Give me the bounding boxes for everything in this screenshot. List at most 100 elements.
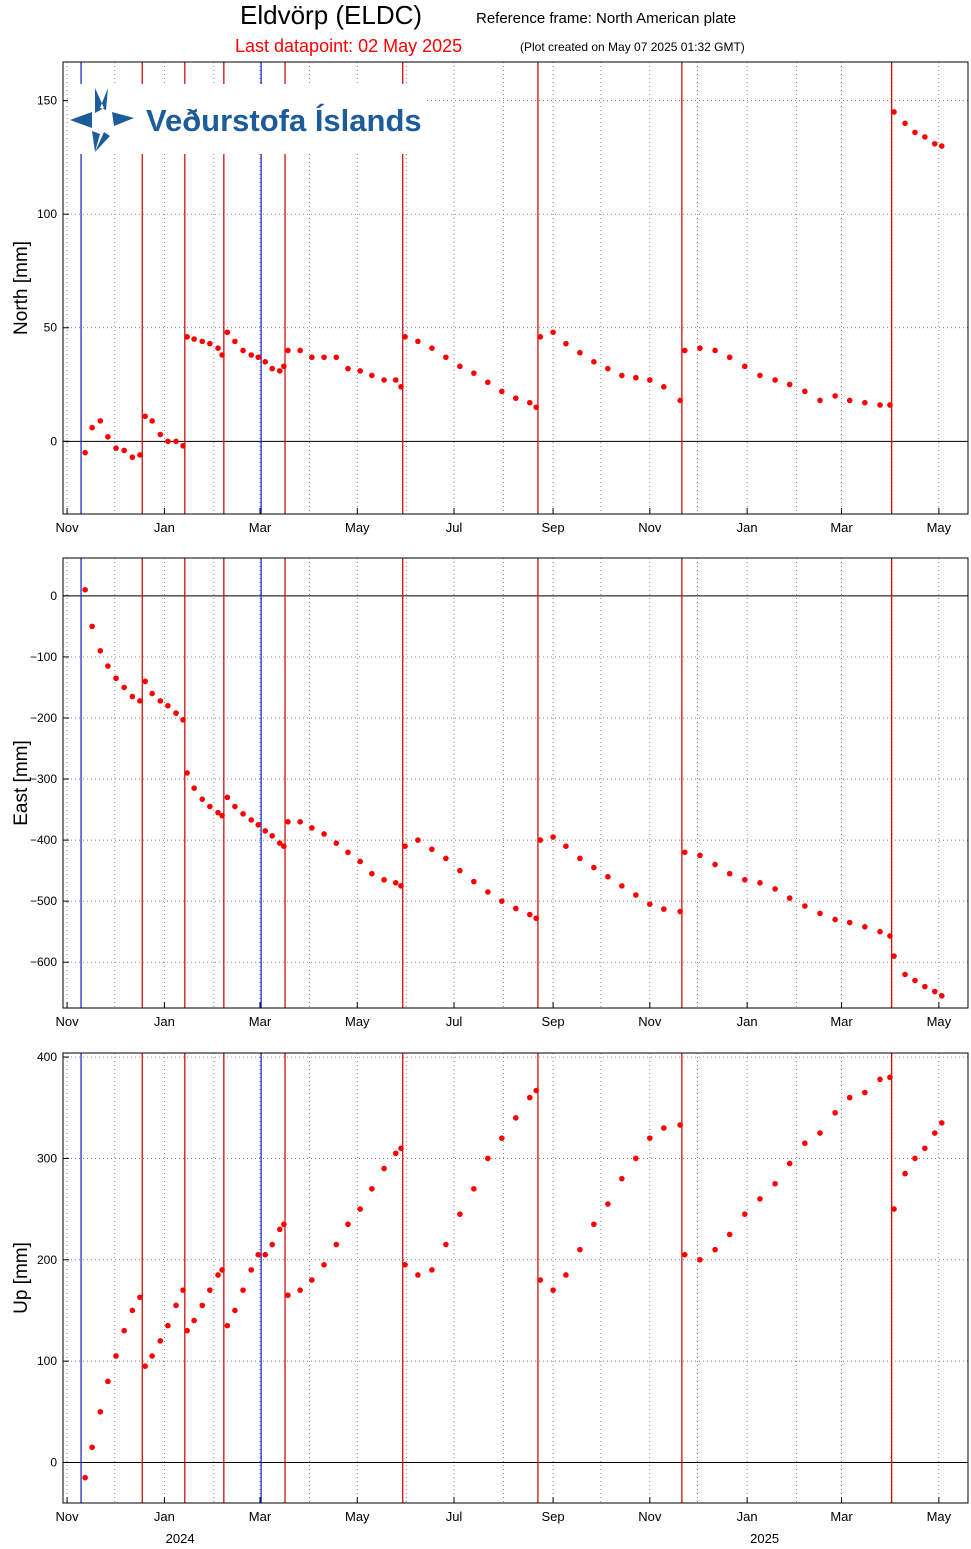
data-point [931,988,938,995]
year-label: 2025 [750,1531,779,1544]
data-point [938,992,945,999]
data-point [526,399,533,406]
data-point [297,347,303,354]
x-tick-label: Mar [249,1509,272,1524]
data-point [647,1135,653,1141]
data-point [398,883,404,889]
data-point [173,1302,179,1309]
data-point [105,663,111,669]
data-point [577,349,583,356]
data-point [269,1241,276,1248]
plot-frame [62,1052,969,1504]
x-tick-label: Nov [638,1014,662,1029]
title: Eldvörp (ELDC) [240,0,422,30]
data-point [121,447,127,454]
data-point [224,329,231,336]
data-point [661,906,667,912]
x-tick-label: May [345,1014,370,1029]
data-point [633,892,639,898]
x-tick-label: Jan [154,1014,175,1029]
data-point [817,397,823,404]
data-point [262,359,269,365]
data-point [817,910,823,917]
data-point [577,855,583,862]
y-axis-label: Up [mm] [11,1242,32,1314]
x-tick-label: Mar [830,520,853,535]
x-tick-label: Nov [638,520,662,535]
data-point [157,698,164,704]
data-point [281,843,287,849]
y-tick-label: 200 [37,1253,57,1267]
data-point [276,368,283,374]
data-point [726,1231,733,1238]
data-point [357,858,363,865]
data-point [429,846,435,853]
y-tick-label: 150 [37,94,57,108]
data-point [443,1241,449,1248]
data-point [381,1165,387,1172]
data-point [591,1221,597,1228]
data-point [533,404,539,411]
data-point [891,109,897,115]
data-point [191,785,197,791]
data-point [398,384,404,390]
data-point [681,1251,688,1258]
y-tick-label: 0 [50,1455,57,1469]
data-point [471,878,477,885]
data-point [605,365,611,372]
data-point [563,1272,569,1278]
data-point [786,1160,793,1167]
data-point [772,886,778,892]
data-point [846,919,853,926]
data-point [129,1307,136,1314]
data-point [846,397,853,404]
data-point [369,372,375,379]
data-point [142,678,148,685]
data-point [285,1292,291,1299]
data-point [443,855,449,862]
x-tick-label: Nov [56,1014,80,1029]
plot-created: (Plot created on May 07 2025 01:32 GMT) [520,40,745,54]
data-point [415,1272,421,1278]
data-point [891,953,897,959]
x-tick-label: Jan [154,1509,175,1524]
x-tick-label: Mar [830,1509,853,1524]
y-tick-label: −600 [30,955,57,969]
data-point [677,397,683,404]
x-tick-label: Mar [830,1014,853,1029]
data-point [276,1226,283,1233]
data-point [297,818,303,825]
y-axis-label: East [mm] [11,740,32,826]
data-point [392,1150,399,1157]
data-point [902,120,908,127]
data-point [605,1201,611,1207]
data-point [121,684,127,691]
data-point [786,381,793,388]
data-point [215,345,221,351]
data-point [471,1186,477,1192]
x-tick-label: Jul [446,520,463,535]
data-point [321,1262,327,1268]
data-point [255,354,262,361]
data-point [184,1327,190,1334]
data-point [443,354,449,361]
data-point [832,916,838,923]
logo-text: Veðurstofa Íslands [146,103,422,138]
data-point [240,347,246,354]
data-point [605,873,611,880]
data-point [224,794,231,801]
data-point [938,1120,945,1126]
data-point [381,377,387,383]
data-point [180,1287,186,1293]
data-point [677,908,683,915]
data-point [82,449,88,456]
data-point [191,1317,197,1324]
data-point [772,377,778,383]
data-point [255,822,262,828]
y-tick-label: 50 [44,321,58,335]
data-point [887,1074,893,1081]
data-point [89,623,95,630]
data-point [912,977,918,984]
data-point [712,861,718,868]
data-point [902,971,908,978]
